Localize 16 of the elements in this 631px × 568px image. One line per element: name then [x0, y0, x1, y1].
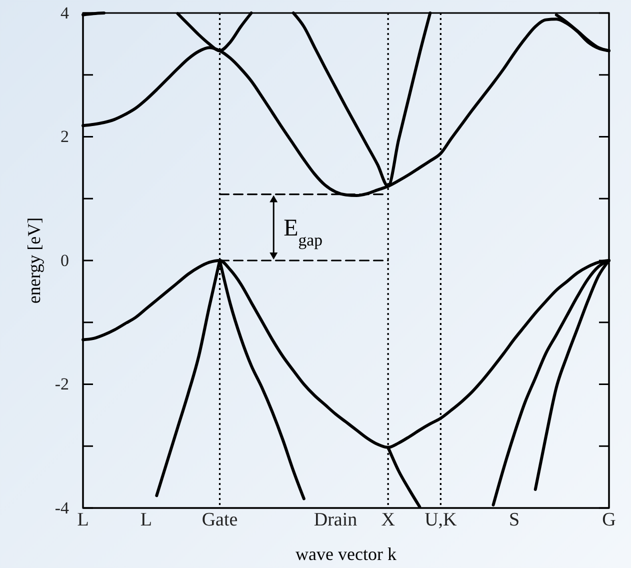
x-tick-label: X [381, 509, 396, 530]
x-tick-label: L [140, 509, 152, 530]
x-tick-label: Drain [314, 509, 358, 530]
annotation: E$_{gap}$ [284, 215, 323, 249]
x-tick-label: L [77, 509, 89, 530]
x-tick-label: U,K [424, 509, 458, 530]
x-tick-label: S [509, 509, 520, 530]
x-tick-label: G [602, 509, 616, 530]
y-axis-title: energy [eV] [24, 217, 44, 304]
y-tick-label: -4 [54, 498, 70, 518]
y-tick-label: 4 [60, 3, 70, 22]
y-tick-label: -2 [54, 374, 69, 394]
x-tick-label: Gate [202, 509, 238, 530]
x-axis-title: wave vector k [296, 544, 396, 564]
y-tick-label: 2 [60, 127, 69, 146]
y-tick-label: 0 [60, 250, 69, 270]
